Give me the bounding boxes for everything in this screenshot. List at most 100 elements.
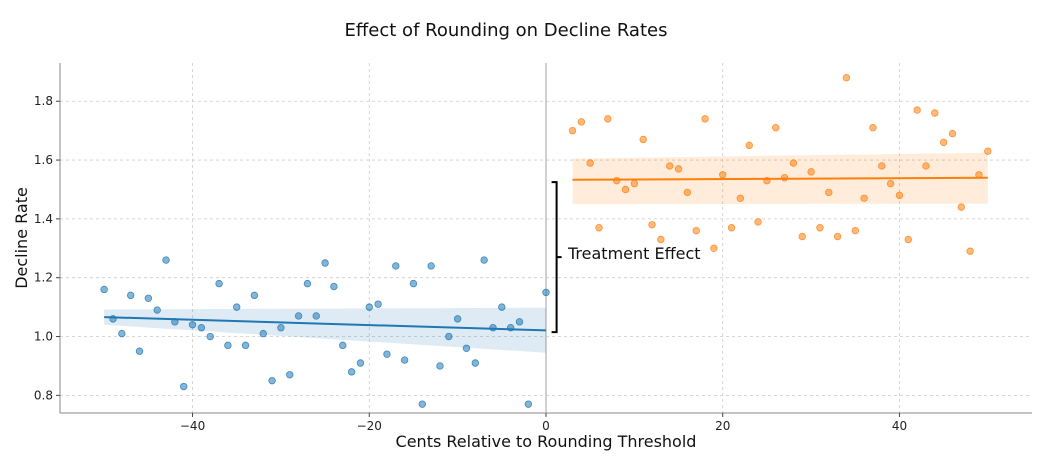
chart-title: Effect of Rounding on Decline Rates bbox=[345, 20, 668, 41]
scatter-point-series-2 bbox=[904, 235, 912, 244]
scatter-point-series-2 bbox=[886, 179, 895, 188]
scatter-point-series-2 bbox=[612, 176, 621, 185]
scatter-point-series-2 bbox=[754, 218, 762, 226]
scatter-point-series-2 bbox=[931, 109, 939, 117]
x-tick-label: −40 bbox=[180, 419, 205, 433]
scatter-point-series-2 bbox=[568, 126, 577, 135]
scatter-point-series-1 bbox=[356, 359, 365, 367]
scatter-point-series-1 bbox=[445, 332, 453, 341]
scatter-point-series-1 bbox=[515, 318, 524, 326]
scatter-point-series-2 bbox=[851, 226, 859, 235]
scatter-point-series-2 bbox=[948, 129, 957, 138]
scatter-point-series-2 bbox=[833, 232, 842, 241]
scatter-point-series-1 bbox=[180, 382, 188, 391]
scatter-point-series-1 bbox=[453, 315, 462, 323]
fit-line-1 bbox=[104, 316, 547, 332]
scatter-point-series-1 bbox=[250, 291, 259, 300]
scatter-point-series-1 bbox=[524, 400, 533, 408]
x-axis-title: Cents Relative to Rounding Threshold bbox=[396, 432, 697, 451]
scatter-point-series-2 bbox=[825, 188, 833, 197]
scatter-point-series-1 bbox=[321, 259, 329, 267]
fit-line-2 bbox=[572, 176, 988, 181]
scatter-point-series-1 bbox=[224, 341, 232, 350]
scatter-point-series-1 bbox=[153, 306, 161, 314]
scatter-point-series-2 bbox=[842, 74, 851, 82]
scatter-point-series-2 bbox=[816, 224, 824, 232]
y-tick-label: 1.8 bbox=[34, 94, 53, 108]
y-tick-label: 1.0 bbox=[34, 330, 53, 344]
scatter-point-series-1 bbox=[197, 324, 206, 332]
scatter-point-series-2 bbox=[745, 141, 753, 150]
scatter-point-series-2 bbox=[878, 162, 886, 170]
scatter-point-series-1 bbox=[339, 341, 347, 350]
scatter-point-series-1 bbox=[144, 294, 153, 302]
scatter-point-series-2 bbox=[719, 171, 727, 179]
scatter-point-series-1 bbox=[330, 282, 338, 291]
scatter-point-series-2 bbox=[736, 194, 745, 202]
scatter-point-series-2 bbox=[577, 118, 586, 126]
scatter-point-series-2 bbox=[869, 124, 877, 132]
scatter-point-series-1 bbox=[436, 362, 444, 370]
scatter-point-series-1 bbox=[233, 303, 241, 311]
scatter-point-series-1 bbox=[409, 279, 418, 288]
scatter-point-series-2 bbox=[939, 138, 948, 147]
scatter-point-series-1 bbox=[347, 368, 356, 376]
scatter-point-series-2 bbox=[595, 224, 603, 232]
scatter-point-series-2 bbox=[895, 191, 904, 200]
scatter-point-series-1 bbox=[206, 332, 214, 341]
scatter-point-series-2 bbox=[683, 188, 692, 197]
scatter-point-series-1 bbox=[480, 256, 488, 264]
scatter-point-series-1 bbox=[418, 400, 426, 408]
x-tick-label: 0 bbox=[542, 419, 550, 433]
scatter-point-series-1 bbox=[126, 291, 135, 300]
scatter-point-series-2 bbox=[913, 106, 921, 114]
scatter-point-series-1 bbox=[286, 371, 294, 379]
scatter-point-series-1 bbox=[277, 324, 285, 332]
scatter-point-series-2 bbox=[701, 115, 709, 123]
scatter-point-series-2 bbox=[639, 135, 647, 144]
scatter-point-series-1 bbox=[162, 256, 170, 264]
scatter-point-series-1 bbox=[100, 285, 108, 294]
y-tick-label: 1.2 bbox=[34, 271, 53, 285]
scatter-point-series-2 bbox=[922, 162, 930, 170]
scatter-point-series-1 bbox=[294, 312, 303, 320]
scatter-point-series-2 bbox=[957, 203, 966, 211]
scatter-point-series-1 bbox=[400, 356, 409, 364]
scatter-point-series-1 bbox=[462, 344, 471, 352]
scatter-point-series-2 bbox=[966, 247, 974, 255]
scatter-point-series-2 bbox=[798, 232, 806, 241]
scatter-point-series-2 bbox=[604, 115, 612, 123]
y-axis-title: Decline Rate bbox=[12, 187, 31, 289]
scatter-point-series-1 bbox=[188, 321, 197, 329]
x-tick-label: 40 bbox=[892, 419, 907, 433]
scatter-point-series-1 bbox=[268, 376, 276, 385]
y-tick-label: 0.8 bbox=[34, 388, 53, 402]
scatter-point-series-2 bbox=[586, 159, 594, 167]
x-tick-label: 20 bbox=[715, 419, 730, 433]
y-tick-label: 1.6 bbox=[34, 153, 53, 167]
scatter-point-series-2 bbox=[692, 226, 700, 235]
scatter-point-series-1 bbox=[427, 262, 435, 270]
scatter-point-series-1 bbox=[392, 262, 400, 270]
x-tick-label: −20 bbox=[357, 419, 382, 433]
scatter-point-series-1 bbox=[471, 359, 480, 367]
y-tick-label: 1.4 bbox=[34, 212, 53, 226]
scatter-point-series-1 bbox=[215, 279, 223, 288]
scatter-point-series-2 bbox=[710, 244, 718, 252]
scatter-point-series-2 bbox=[666, 162, 674, 170]
scatter-point-series-1 bbox=[374, 300, 382, 308]
scatter-point-series-1 bbox=[498, 303, 506, 311]
scatter-point-series-2 bbox=[621, 185, 630, 194]
scatter-point-series-1 bbox=[303, 279, 312, 288]
scatter-point-series-2 bbox=[984, 147, 992, 155]
scatter-point-series-1 bbox=[365, 303, 373, 311]
scatter-point-series-2 bbox=[630, 179, 639, 188]
scatter-point-series-1 bbox=[542, 288, 550, 297]
scatter-point-series-2 bbox=[727, 224, 736, 232]
scatter-point-series-2 bbox=[674, 165, 683, 173]
scatter-point-series-2 bbox=[789, 159, 798, 167]
scatter-point-series-1 bbox=[312, 312, 320, 320]
scatter-point-series-2 bbox=[648, 221, 656, 229]
